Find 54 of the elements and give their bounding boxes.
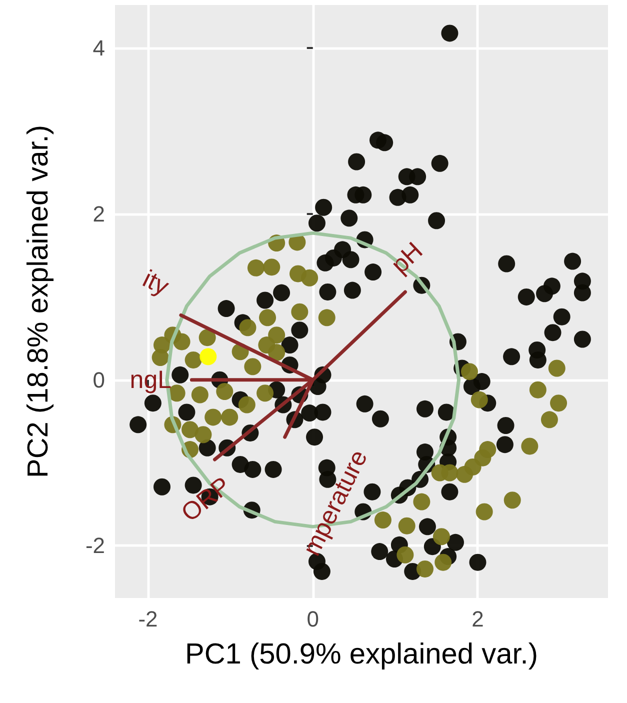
point	[239, 319, 256, 336]
point	[432, 528, 450, 546]
point	[318, 309, 336, 326]
point	[529, 381, 546, 398]
point	[200, 348, 217, 366]
annotation: ORP	[176, 472, 236, 528]
point	[268, 344, 286, 361]
point	[238, 396, 256, 414]
annotation: ngL	[130, 366, 172, 394]
point	[504, 492, 521, 509]
y-tick-label: 4	[92, 36, 105, 61]
x-axis-title: PC1 (50.9% explained var.)	[184, 638, 538, 670]
point	[434, 554, 452, 571]
y-tick-label: 0	[92, 367, 105, 392]
point	[221, 408, 238, 426]
annotation: ity	[138, 264, 174, 302]
point	[548, 360, 566, 377]
y-tick-label: 2	[92, 202, 105, 226]
y-tick-label: -2	[85, 533, 105, 558]
point	[198, 329, 216, 346]
point	[521, 438, 538, 455]
point	[191, 386, 208, 404]
point	[413, 493, 430, 510]
point	[470, 391, 488, 408]
x-tick-label: 2	[472, 606, 484, 632]
point	[204, 408, 222, 426]
point	[479, 441, 496, 458]
point	[182, 421, 199, 438]
annotation: pH	[386, 236, 428, 280]
point	[301, 269, 318, 286]
point	[216, 382, 234, 400]
x-tick-label: 0	[306, 606, 319, 632]
point	[461, 363, 478, 380]
point	[398, 517, 416, 534]
y-axis-title: PC2 (18.8% explained var.)	[22, 124, 54, 478]
point	[268, 326, 286, 344]
point	[194, 426, 212, 444]
point	[374, 512, 392, 529]
point	[476, 503, 493, 520]
point	[244, 358, 262, 376]
point	[247, 259, 264, 276]
point	[263, 258, 280, 276]
point	[173, 333, 190, 350]
point	[416, 560, 434, 578]
point	[184, 351, 202, 368]
point	[550, 394, 568, 412]
point	[396, 546, 414, 564]
x-tick-label: -2	[138, 606, 158, 632]
point	[441, 464, 458, 482]
point	[256, 384, 274, 402]
point	[291, 303, 308, 320]
point	[152, 348, 169, 366]
point	[259, 309, 276, 326]
point	[540, 411, 558, 428]
